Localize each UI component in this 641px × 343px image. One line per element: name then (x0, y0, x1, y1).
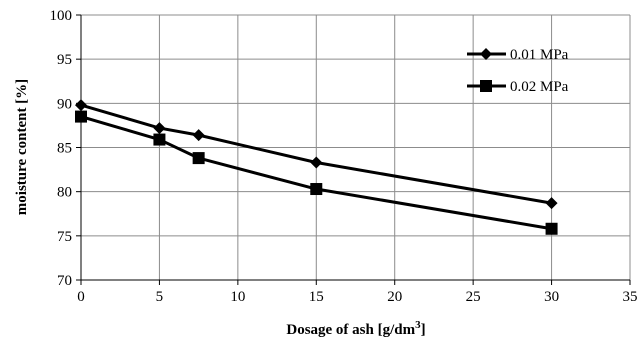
diamond-marker (153, 122, 166, 135)
diamond-marker (545, 197, 558, 210)
square-marker (192, 152, 205, 165)
y-tick-label: 90 (57, 96, 72, 112)
diamond-marker (75, 99, 87, 112)
y-tick-label: 80 (57, 185, 72, 201)
legend-diamond-marker (480, 48, 492, 60)
y-axis-ticks: 70 75 80 85 90 95 100 (50, 8, 81, 289)
legend-label: 0.02 MPa (510, 79, 569, 95)
x-tick-label: 25 (466, 289, 481, 305)
square-marker (310, 183, 323, 196)
x-axis-title-superscript: 3 (415, 319, 421, 331)
diamond-marker (310, 156, 323, 169)
y-tick-label: 75 (57, 229, 72, 245)
gridlines (81, 14, 631, 280)
square-marker (545, 222, 558, 235)
x-axis-title: Dosage of ash [g/dm3] (286, 319, 425, 338)
legend: 0.01 MPa 0.02 MPa (467, 47, 569, 95)
y-tick-label: 70 (57, 273, 72, 289)
diamond-marker (192, 129, 205, 142)
legend-entry-1: 0.01 MPa (467, 47, 569, 63)
x-tick-label: 5 (156, 289, 164, 305)
x-axis-ticks: 0 5 10 15 20 25 30 35 (77, 280, 638, 305)
y-axis-title: moisture content [%] (14, 79, 30, 215)
legend-entry-2: 0.02 MPa (467, 79, 569, 95)
x-tick-label: 15 (309, 289, 324, 305)
square-marker (75, 110, 87, 123)
square-marker (153, 133, 166, 146)
y-tick-label: 100 (50, 8, 73, 24)
series-layer (75, 99, 558, 235)
x-axis-title-end: ] (421, 322, 426, 338)
x-axis-title-main: Dosage of ash [g/dm (286, 322, 415, 338)
x-tick-label: 35 (623, 289, 638, 305)
legend-square-marker (480, 80, 492, 92)
y-tick-label: 95 (57, 52, 72, 68)
x-tick-label: 30 (544, 289, 559, 305)
y-tick-label: 85 (57, 141, 72, 157)
x-tick-label: 0 (77, 289, 85, 305)
legend-label: 0.01 MPa (510, 47, 569, 63)
x-tick-label: 10 (230, 289, 245, 305)
series-1 (75, 99, 558, 210)
x-tick-label: 20 (387, 289, 402, 305)
series-2 (75, 110, 558, 235)
